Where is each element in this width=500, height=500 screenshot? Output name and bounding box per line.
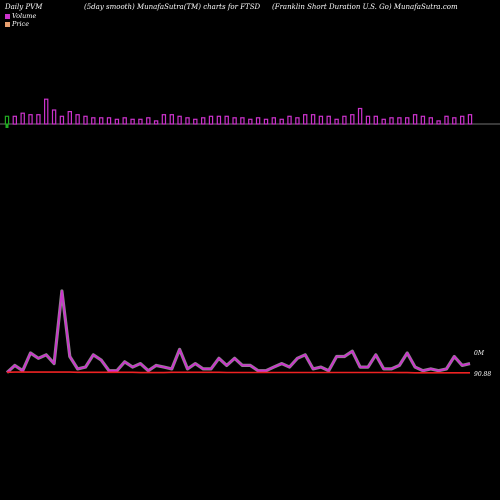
volume-bar [287,115,292,125]
volume-bar [467,114,473,125]
legend: Volume Price [5,12,36,28]
volume-bar [224,115,229,125]
volume-bar [444,115,449,125]
volume-bar [240,117,245,125]
volume-bar [185,117,190,125]
volume-bar [106,117,112,125]
volume-bar [436,120,441,125]
volume-bar [365,115,371,125]
volume-bar [193,118,198,125]
volume-bar [153,120,159,125]
legend-label-price: Price [12,20,30,28]
volume-bar [20,112,25,125]
volume-bar [381,118,386,125]
chart-title-right: (Franklin Short Duration U.S. Go) Munafa… [272,3,458,11]
volume-bar [310,114,316,125]
legend-label-volume: Volume [12,12,37,20]
volume-bar [138,118,143,125]
volume-line [6,290,471,374]
volume-bar [389,117,394,125]
volume-bar [263,118,269,125]
price-line [6,371,470,374]
legend-item-price: Price [5,20,36,28]
legend-swatch-volume [5,13,10,19]
volume-bar [350,114,355,125]
volume-bar [4,115,10,125]
volume-bar [201,117,206,125]
volume-bar [232,117,237,125]
volume-bar [397,117,402,125]
volume-bar [452,117,457,125]
volume-bar [146,117,151,125]
volume-bar [28,114,33,125]
volume-bar-negative [5,124,9,128]
volume-bar [208,115,214,125]
volume-bar [357,107,363,125]
volume-bar [169,114,174,125]
volume-axis-label: 0M [474,350,485,357]
volume-bar [373,115,379,125]
volume-bar [428,117,434,125]
volume-bar [130,118,135,125]
volume-bar [334,118,339,125]
volume-bar [412,114,418,125]
volume-bar [91,117,96,125]
legend-item-volume: Volume [5,12,36,20]
volume-bar [36,114,41,125]
volume-bar [279,118,284,125]
volume-bars [0,98,500,128]
chart-title-middle: (5day smooth) MunafaSutra(TM) charts for… [84,3,261,11]
series-lines [5,289,471,374]
volume-bar [271,117,277,125]
volume-bar [248,118,253,125]
volume-bar [420,115,426,125]
volume-bar [75,114,80,125]
volume-bar [43,98,49,125]
volume-bar [12,115,17,125]
volume-bar [326,115,331,125]
volume-bar [59,115,65,125]
volume-bar [122,117,127,125]
volume-bar [405,117,410,125]
volume-bar [51,109,57,125]
volume-bar [114,118,120,125]
volume-line-glow [5,289,471,374]
volume-bar [342,115,347,125]
volume-bar [318,115,324,125]
volume-bar [255,117,261,125]
volume-bar [303,114,308,125]
price-axis-label: 90.88 [474,371,491,378]
chart-title-left: Daily PVM [5,3,43,11]
volume-bar [177,115,182,125]
volume-bar [216,115,222,125]
volume-bar [295,117,300,125]
legend-swatch-price [5,21,10,27]
volume-bar [460,115,465,125]
volume-bar [98,117,104,125]
volume-bar [161,114,167,125]
volume-bar [67,110,72,125]
volume-bar [83,115,88,125]
